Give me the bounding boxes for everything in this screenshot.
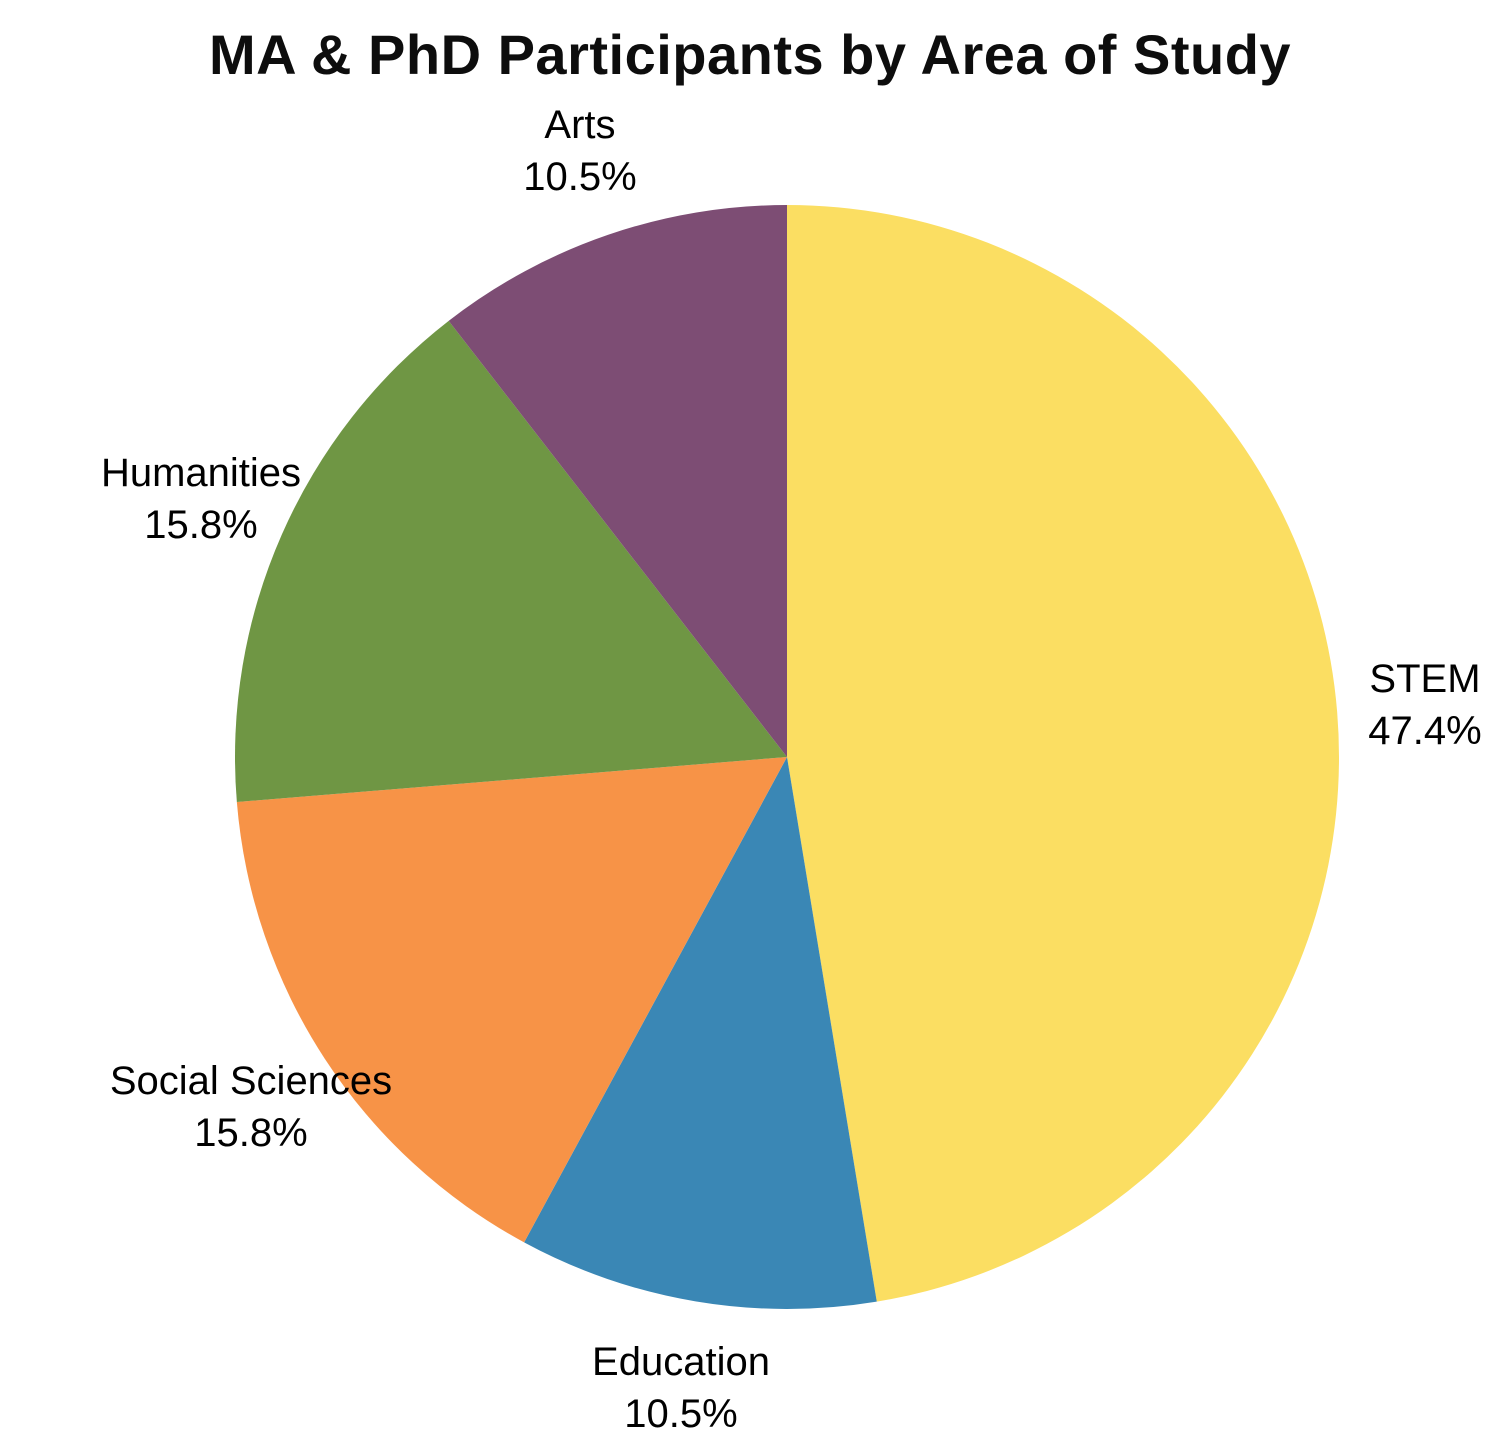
- pie-slice-social-sciences: [236, 757, 788, 1243]
- pie-slice-stem: [787, 205, 1340, 1302]
- chart-title: MA & PhD Participants by Area of Study: [208, 23, 1292, 86]
- pie-slice-humanities: [234, 320, 788, 803]
- pie-slice-education: [524, 757, 877, 1309]
- pie-slice-arts: [448, 205, 787, 757]
